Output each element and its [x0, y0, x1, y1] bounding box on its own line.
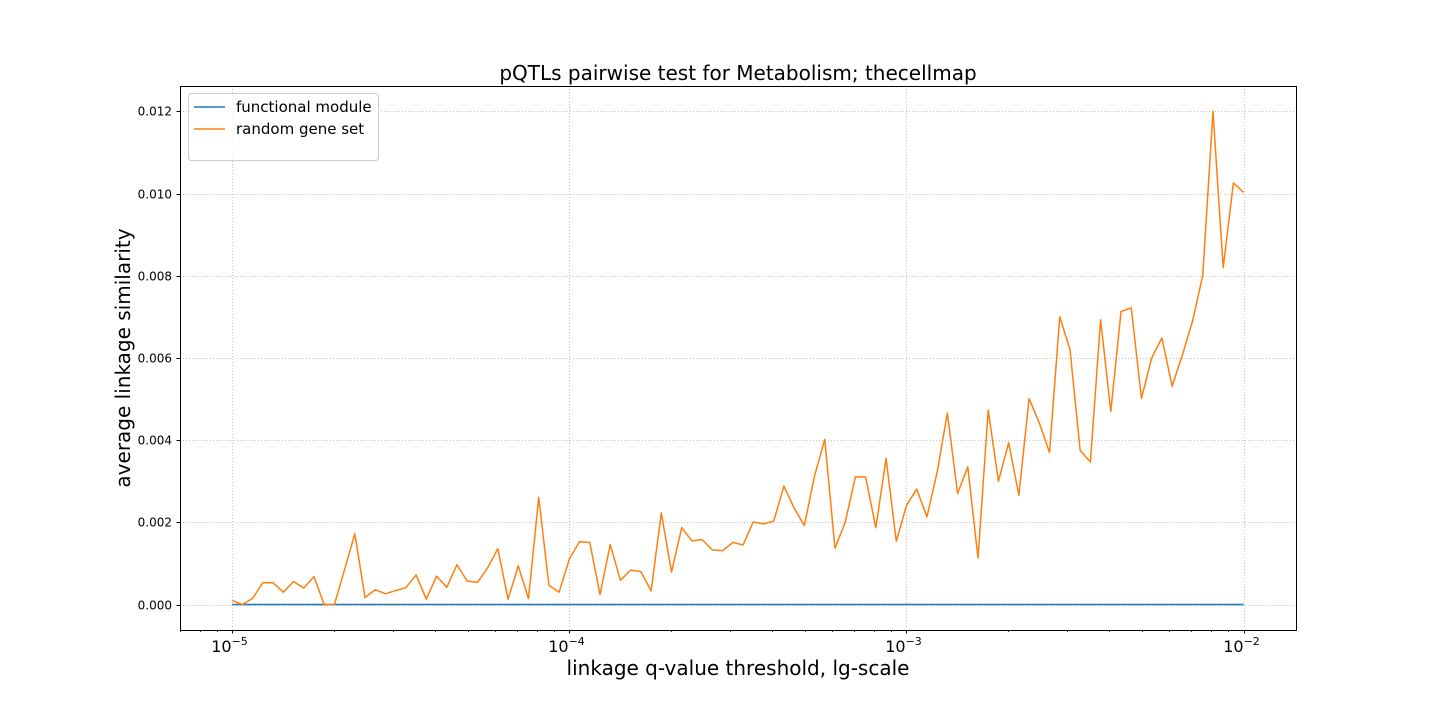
x-tick-label: 10−3: [885, 635, 922, 656]
legend-label-functional-module: functional module: [236, 98, 372, 116]
y-tick-label: 0.012: [138, 105, 172, 119]
y-tick-label: 0.006: [138, 352, 172, 366]
y-tick-label: 0.002: [138, 516, 172, 530]
series-line-random-gene-set: [231, 110, 1245, 606]
legend: functional module random gene set: [188, 93, 379, 161]
grid: [180, 86, 1296, 630]
y-tick-label: 0.000: [138, 599, 172, 613]
x-axis-ticks: 10−5 10−4 10−3 10−2: [180, 630, 1260, 656]
series-lines: [231, 110, 1245, 606]
x-tick-label: 10−5: [211, 635, 248, 656]
plot-area: [180, 86, 1296, 630]
legend-label-random-gene-set: random gene set: [236, 120, 364, 138]
y-tick-label: 0.008: [138, 270, 172, 284]
y-axis-ticks: 0.000 0.002 0.004 0.006 0.008 0.010 0.012: [138, 105, 180, 613]
plot-frame: [180, 86, 1297, 631]
chart-title: pQTLs pairwise test for Metabolism; thec…: [499, 61, 976, 85]
x-tick-label: 10−2: [1223, 635, 1260, 656]
legend-box: [188, 93, 379, 161]
x-axis-label: linkage q-value threshold, lg-scale: [567, 656, 910, 680]
y-axis-label: average linkage similarity: [111, 228, 135, 487]
x-tick-label: 10−4: [548, 635, 585, 656]
y-tick-label: 0.010: [138, 188, 172, 202]
y-tick-label: 0.004: [138, 434, 172, 448]
